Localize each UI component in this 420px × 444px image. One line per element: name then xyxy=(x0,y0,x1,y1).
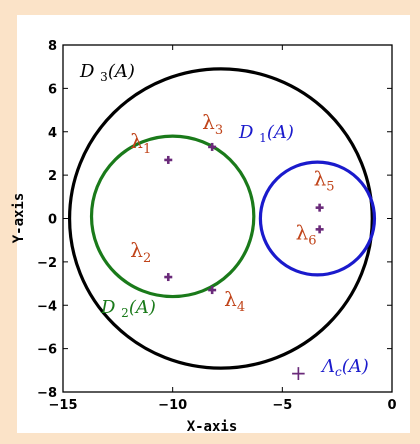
y-tick-label: 8 xyxy=(48,39,57,54)
d1-main-rest: (A) xyxy=(267,122,294,143)
circle-d2a xyxy=(89,134,256,299)
d2-main-subscript: 2 xyxy=(121,306,129,320)
y-tick-label: 2 xyxy=(48,169,57,184)
eigenvalue-subscript-4: 4 xyxy=(237,300,245,315)
eigenvalue-subscript-1: 1 xyxy=(143,142,151,157)
circle-d1a xyxy=(258,160,377,277)
x-tick-label: −15 xyxy=(49,398,78,413)
circle-label-d1-text: D xyxy=(238,122,254,143)
circle-label-d1: D 1(A) xyxy=(238,122,294,145)
x-tick-label: 0 xyxy=(387,398,396,413)
plot-area xyxy=(17,15,410,433)
d3-main-subscript: 3 xyxy=(100,70,108,84)
y-tick-label: −8 xyxy=(37,386,57,401)
circle-d3a xyxy=(67,67,374,370)
legend-label: Λc(A) xyxy=(320,356,369,379)
y-tick-label: −4 xyxy=(37,299,57,314)
eigenvalue-subscript-6: 6 xyxy=(308,233,316,248)
legend: + Λc(A) xyxy=(290,356,369,385)
circle-label-d2: D 2(A) xyxy=(100,297,156,320)
circle-label-d2-text: D xyxy=(100,297,116,318)
d3-main-rest: (A) xyxy=(108,61,135,82)
circle-label-d3: D 3(A) xyxy=(79,61,135,84)
y-tick-label: 6 xyxy=(48,82,57,97)
y-tick-label: 4 xyxy=(48,126,57,141)
legend-label-rest: (A) xyxy=(342,356,369,377)
legend-marker: + xyxy=(290,361,307,385)
circle-label-d3-text: D xyxy=(79,61,95,82)
x-axis-label: X-axis xyxy=(187,419,238,435)
x-tick-label: −5 xyxy=(272,398,292,413)
legend-label-subscript: c xyxy=(335,365,342,379)
x-tick-label: −10 xyxy=(158,398,187,413)
eigenvalue-subscript-2: 2 xyxy=(143,251,151,266)
eigenvalue-subscript-3: 3 xyxy=(215,123,223,138)
d1-main-subscript: 1 xyxy=(259,131,267,145)
y-tick-label: −6 xyxy=(37,343,57,358)
d2-main-rest: (A) xyxy=(129,297,156,318)
eigenvalue-subscript-5: 5 xyxy=(326,180,334,195)
y-tick-label: −2 xyxy=(37,256,57,271)
y-tick-label: 0 xyxy=(48,213,57,228)
y-axis-label: Y-axis xyxy=(11,193,27,244)
